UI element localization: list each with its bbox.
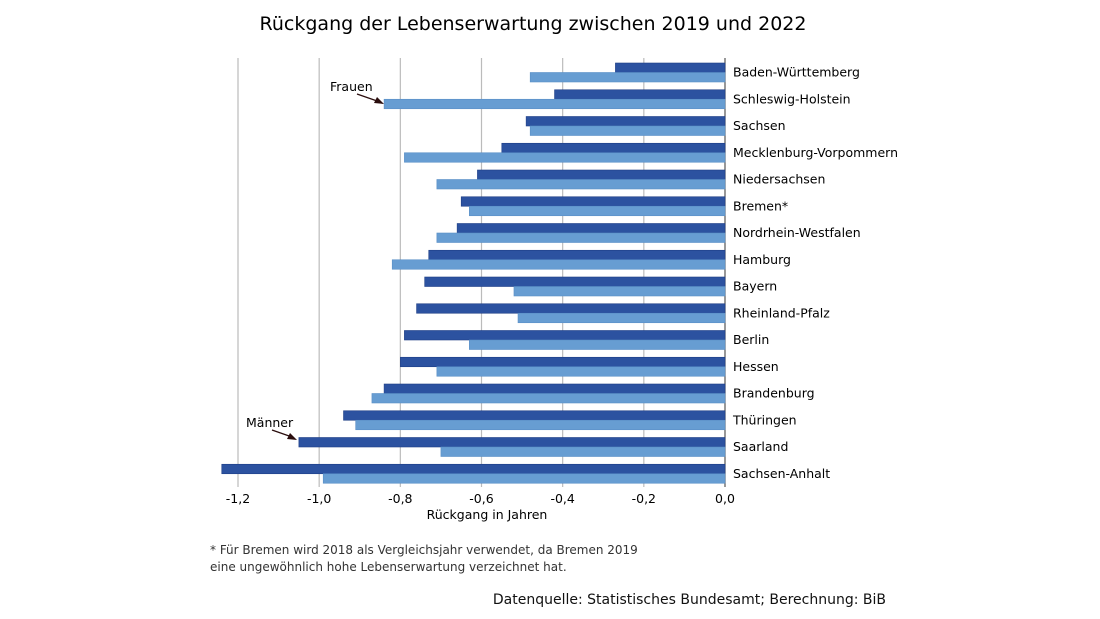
bar-maenner xyxy=(525,116,726,127)
annotation-frauen: Frauen xyxy=(330,79,384,104)
annotation-label-maenner: Männer xyxy=(246,415,294,430)
bar-maenner xyxy=(383,383,726,394)
x-tick-label: -0,8 xyxy=(388,491,412,506)
bar-frauen xyxy=(371,393,726,404)
x-axis-ticks: -1,2 -1,0 -0,8 -0,6 -0,4 -0,2 0,0 xyxy=(226,491,735,506)
bar-maenner xyxy=(404,330,726,341)
arrow-head-icon xyxy=(374,97,384,104)
category-label: Brandenburg xyxy=(733,386,815,401)
category-label: Mecklenburg-Vorpommern xyxy=(733,145,898,160)
annotation-label-frauen: Frauen xyxy=(330,79,373,94)
bars xyxy=(221,62,726,484)
bar-frauen xyxy=(440,446,726,457)
bar-frauen xyxy=(322,473,726,484)
category-label: Hessen xyxy=(733,359,779,374)
category-label: Bayern xyxy=(733,279,777,294)
category-label: Baden-Württemberg xyxy=(733,65,860,80)
category-label: Rheinland-Pfalz xyxy=(733,305,830,320)
bar-frauen xyxy=(383,98,726,110)
bar-maenner xyxy=(615,62,726,73)
bar-frauen xyxy=(436,179,726,190)
category-labels: Baden-Württemberg Schleswig-Holstein Sachs… xyxy=(732,65,898,481)
x-tick-label: -1,2 xyxy=(226,491,250,506)
bar-maenner xyxy=(400,356,726,368)
category-label: Berlin xyxy=(733,332,769,347)
category-label: Schleswig-Holstein xyxy=(733,91,851,106)
category-label: Nordrhein-Westfalen xyxy=(733,225,861,240)
bar-frauen xyxy=(355,419,726,431)
data-source: Datenquelle: Statistisches Bundesamt; Be… xyxy=(492,592,886,608)
bar-maenner xyxy=(424,276,726,287)
bar-maenner xyxy=(428,249,726,261)
x-tick-label: -0,2 xyxy=(632,491,656,506)
bar-frauen xyxy=(436,366,726,377)
bar-maenner xyxy=(477,169,726,180)
bar-maenner xyxy=(221,463,726,475)
bar-frauen xyxy=(436,232,726,243)
bar-frauen xyxy=(529,72,726,83)
bar-frauen xyxy=(469,205,726,217)
bar-frauen xyxy=(513,286,726,297)
bar-maenner xyxy=(298,437,726,448)
bar-maenner xyxy=(456,223,726,234)
x-tick-label: -1,0 xyxy=(307,491,331,506)
bar-maenner xyxy=(460,196,726,207)
x-tick-label: -0,4 xyxy=(550,491,574,506)
bar-maenner xyxy=(554,89,726,100)
bar-frauen xyxy=(529,125,726,136)
bar-maenner xyxy=(416,303,726,314)
footnote: * Für Bremen wird 2018 als Vergleichsjah… xyxy=(210,543,638,574)
category-label: Bremen* xyxy=(733,198,788,213)
x-tick-label: -0,6 xyxy=(469,491,493,506)
bar-frauen xyxy=(469,339,726,350)
x-axis-label: Rückgang in Jahren xyxy=(427,507,548,522)
category-label: Saarland xyxy=(733,439,788,454)
category-label: Sachsen-Anhalt xyxy=(733,466,830,481)
category-label: Thüringen xyxy=(732,412,797,427)
bar-frauen xyxy=(517,312,726,324)
bar-maenner xyxy=(501,142,726,154)
bar-frauen xyxy=(391,259,726,270)
category-label: Niedersachsen xyxy=(733,172,825,187)
annotation-maenner: Männer xyxy=(246,415,297,440)
bar-frauen xyxy=(404,152,726,163)
category-label: Sachsen xyxy=(733,118,786,133)
chart-title: Rückgang der Lebenserwartung zwischen 20… xyxy=(260,13,807,35)
arrow-head-icon xyxy=(287,433,297,440)
category-label: Hamburg xyxy=(733,252,791,267)
bar-maenner xyxy=(343,410,726,421)
x-tick-label: 0,0 xyxy=(715,491,735,506)
